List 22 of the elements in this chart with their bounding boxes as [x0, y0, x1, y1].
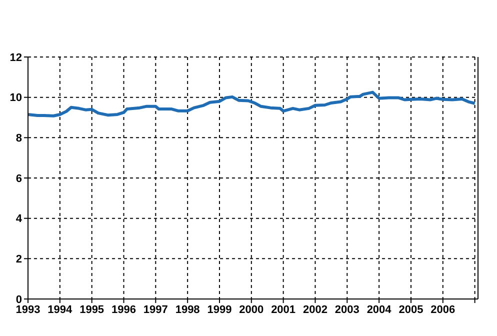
x-tick-label: 2003 [334, 304, 360, 316]
y-tick-label: 6 [16, 172, 22, 185]
x-tick-label: 2001 [271, 304, 296, 316]
y-tick-label: 2 [16, 254, 22, 266]
x-tick-label: 1999 [207, 304, 232, 316]
x-tick-label: 1997 [143, 304, 168, 316]
x-tick-label: 1998 [175, 304, 200, 316]
x-tick-label: 1994 [48, 304, 74, 316]
x-tick-label: 2004 [366, 304, 392, 316]
x-tick-label: 1993 [16, 304, 40, 316]
y-tick-label: 4 [16, 213, 23, 226]
y-tick-label: 10 [10, 92, 22, 104]
y-tick-label: 12 [10, 52, 22, 64]
y-tick-label: 8 [16, 132, 22, 145]
x-tick-label: 2002 [302, 304, 328, 316]
x-tick-label: 2000 [239, 304, 264, 316]
x-tick-label: 2005 [398, 304, 424, 316]
x-tick-label: 1996 [112, 304, 136, 316]
x-tick-label: 1995 [80, 304, 104, 316]
y-tick-label: 0 [16, 294, 22, 306]
x-tick-label: 2006 [430, 304, 456, 316]
line-series [28, 90, 476, 118]
